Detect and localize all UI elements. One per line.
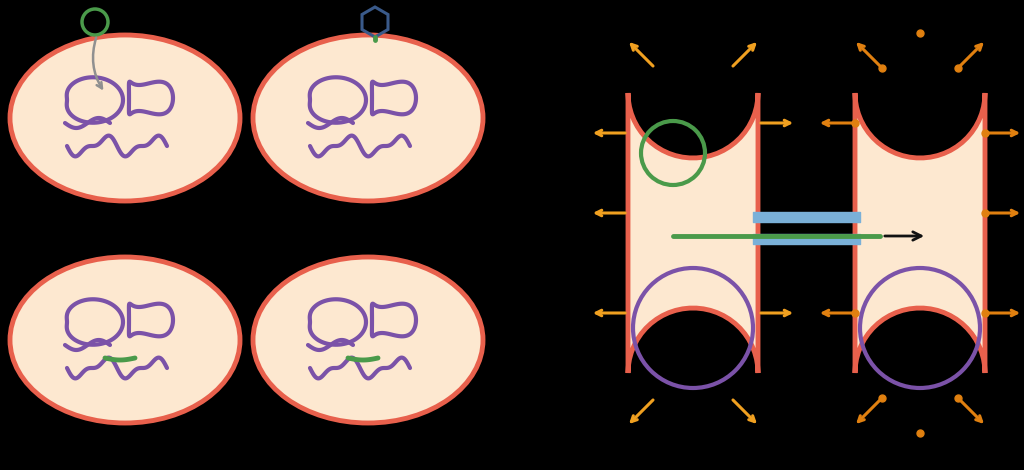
Ellipse shape	[253, 257, 483, 423]
Polygon shape	[855, 93, 985, 373]
Ellipse shape	[253, 35, 483, 201]
Ellipse shape	[10, 35, 240, 201]
Polygon shape	[628, 93, 758, 373]
Ellipse shape	[10, 257, 240, 423]
